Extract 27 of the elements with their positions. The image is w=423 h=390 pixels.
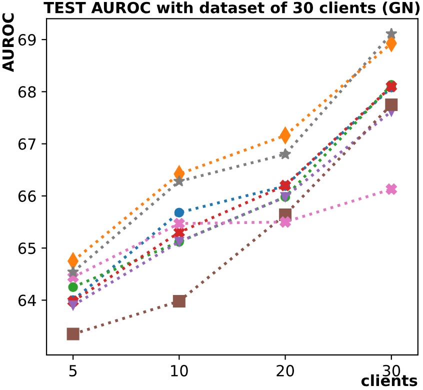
- point: [66, 328, 80, 340]
- y-tick-label: 68: [18, 86, 36, 98]
- point: [68, 282, 78, 292]
- point: [174, 226, 185, 238]
- y-tick-label: 69: [18, 34, 36, 46]
- y-tick-label: 67: [18, 138, 36, 150]
- y-tick-label: 64: [18, 294, 36, 306]
- point: [172, 294, 186, 308]
- y-tick-label: 66: [18, 190, 36, 202]
- point: [68, 300, 78, 310]
- point: [174, 208, 184, 218]
- x-tick-label: 20: [276, 364, 294, 376]
- point: [279, 148, 292, 160]
- x-axis-title: clients: [361, 374, 418, 386]
- point: [386, 184, 397, 195]
- point: [385, 28, 398, 40]
- chart-title: TEST AUROC with dataset of 30 clients (GN): [44, 2, 420, 16]
- point: [67, 266, 80, 278]
- x-tick-label: 10: [171, 364, 188, 376]
- point: [280, 216, 291, 228]
- x-tick-label: 5: [69, 365, 77, 376]
- point: [173, 175, 186, 187]
- point: [174, 218, 185, 230]
- x-tick-label: 30: [382, 364, 400, 376]
- point: [385, 98, 398, 111]
- y-tick-label: 65: [18, 242, 36, 254]
- y-axis-title: AUROC: [2, 13, 14, 72]
